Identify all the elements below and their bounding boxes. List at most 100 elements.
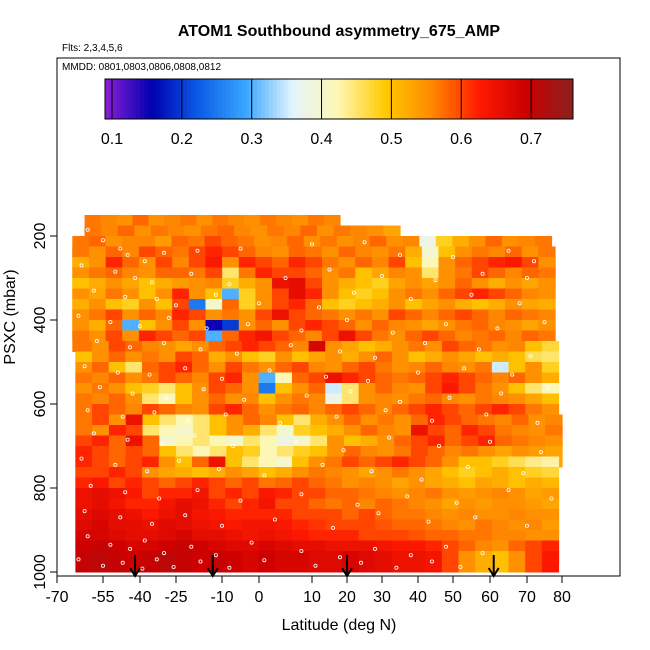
colorbar-segment	[136, 79, 141, 119]
sample-point	[142, 538, 147, 543]
x-tick-label: -10	[210, 589, 233, 606]
colorbar-segment	[549, 79, 554, 119]
colorbar-segment	[561, 79, 566, 119]
x-axis-label: Latitude (deg N)	[282, 617, 397, 634]
heat-cell	[225, 551, 243, 573]
sample-point	[528, 353, 533, 358]
y-tick-label: 400	[32, 307, 49, 334]
colorbar-segment	[112, 79, 118, 119]
colorbar-segment	[225, 79, 231, 119]
sample-point	[161, 250, 166, 255]
sample-point	[383, 408, 388, 413]
colorbar-segment	[378, 79, 383, 119]
sample-point	[249, 540, 254, 545]
sample-point	[256, 301, 261, 306]
colorbar-segment	[514, 79, 519, 119]
colorbar-segment	[163, 79, 168, 119]
colorbar-segment	[424, 79, 430, 119]
colorbar-segment	[537, 79, 543, 119]
sample-point	[535, 420, 540, 425]
sample-point	[128, 546, 133, 551]
colorbar-segment	[510, 79, 515, 119]
x-tick-label: 0	[255, 589, 264, 606]
sample-point	[525, 275, 530, 280]
sample-point	[88, 483, 93, 488]
colorbar-segment	[467, 79, 473, 119]
x-tick-label: -70	[45, 589, 68, 606]
sample-point	[476, 347, 481, 352]
colorbar-segment	[366, 79, 371, 119]
sample-point	[177, 458, 182, 463]
sample-point	[166, 315, 171, 320]
sample-point	[288, 343, 293, 348]
sample-point	[415, 370, 420, 375]
sample-point	[198, 559, 203, 564]
sample-point	[164, 395, 169, 400]
sample-point	[118, 246, 123, 251]
sample-point	[436, 443, 441, 448]
colorbar-segment	[307, 79, 313, 119]
sample-point	[76, 313, 81, 318]
sample-point	[149, 280, 154, 285]
colorbar-segment	[288, 79, 293, 119]
sample-point	[379, 273, 384, 278]
sample-point	[506, 488, 511, 493]
sample-point	[82, 509, 87, 514]
colorbar-segment	[534, 79, 539, 119]
sample-point	[408, 553, 413, 558]
colorbar-segment	[530, 79, 535, 119]
heat-cell	[375, 551, 393, 573]
sample-point	[510, 372, 515, 377]
colorbar-segment	[194, 79, 200, 119]
sample-point	[154, 557, 159, 562]
colorbar-segment	[280, 79, 285, 119]
colorbar-segment	[452, 79, 457, 119]
sample-point	[219, 523, 224, 528]
sample-point	[469, 292, 474, 297]
colorbar-tick-label: 0.4	[310, 131, 332, 148]
sample-point	[238, 246, 243, 251]
sample-point	[549, 496, 554, 501]
heat-cell	[408, 551, 426, 573]
sample-point	[85, 227, 90, 232]
heat-cell	[458, 551, 476, 573]
heat-cell	[541, 551, 560, 573]
sample-point	[299, 549, 304, 554]
colorbar-segment	[459, 79, 465, 119]
sample-point	[123, 490, 128, 495]
colorbar-segment	[120, 79, 125, 119]
sample-point	[216, 467, 221, 472]
sample-point	[204, 326, 209, 331]
sample-point	[443, 322, 448, 327]
sample-point	[161, 341, 166, 346]
heat-cell	[258, 551, 276, 573]
colorbar-segment	[405, 79, 410, 119]
sample-point	[473, 515, 478, 520]
colorbar-segment	[323, 79, 328, 119]
sample-point	[125, 252, 130, 257]
colorbar-segment	[545, 79, 551, 119]
colorbar-segment	[159, 79, 164, 119]
colorbar-segment	[389, 79, 395, 119]
sample-point	[101, 238, 106, 243]
sample-point	[517, 301, 522, 306]
colorbar-segment	[276, 79, 281, 119]
sample-point	[101, 563, 106, 568]
sample-point	[189, 544, 194, 549]
heat-cell	[291, 551, 310, 573]
colorbar-segment	[296, 79, 301, 119]
sample-point	[521, 471, 526, 476]
x-tick-label: 40	[409, 589, 427, 606]
sample-point	[278, 420, 283, 425]
heat-cell	[175, 551, 193, 573]
sample-point	[192, 433, 197, 438]
sample-point	[542, 320, 547, 325]
sample-point	[186, 418, 191, 423]
x-tick-label: -55	[91, 589, 114, 606]
colorbar-segment	[487, 79, 492, 119]
colorbar-segment	[354, 79, 359, 119]
sample-point	[390, 330, 395, 335]
heat-cell	[241, 551, 260, 573]
colorbar-tick-label: 0.2	[171, 131, 193, 148]
plot-frame	[56, 57, 621, 577]
